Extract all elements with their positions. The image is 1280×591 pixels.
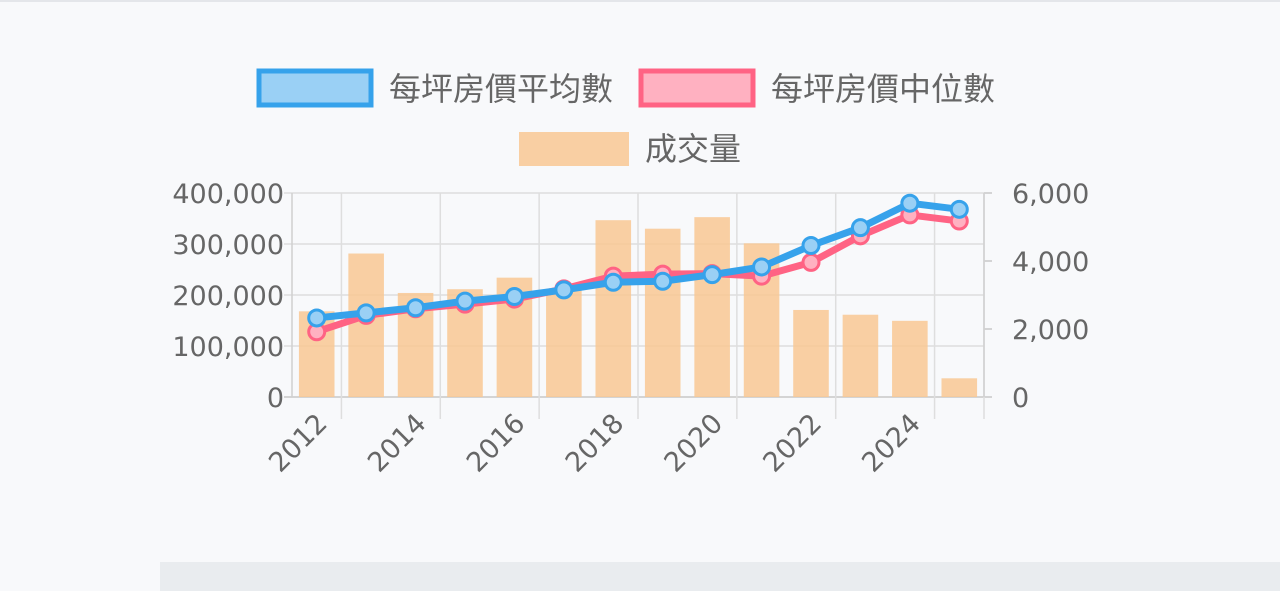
legend-swatch xyxy=(638,68,756,108)
top-divider xyxy=(0,0,1280,2)
y-left-tick-label: 300,000 xyxy=(172,230,284,261)
footer-bar xyxy=(160,562,1280,591)
series-point xyxy=(752,257,772,277)
legend-swatch xyxy=(256,68,374,108)
volume-bar xyxy=(595,220,632,397)
x-tick-label: 2014 xyxy=(362,408,433,479)
volume-bar xyxy=(842,314,879,397)
x-tick-label: 2020 xyxy=(659,408,730,479)
series-point xyxy=(801,252,821,272)
volume-bar xyxy=(892,320,928,397)
y-right-tick-label: 4,000 xyxy=(1012,247,1089,278)
legend-label: 成交量 xyxy=(645,130,741,168)
price-lines xyxy=(307,193,969,342)
series-point xyxy=(554,280,574,300)
series-point xyxy=(653,271,673,291)
x-tick-label: 2024 xyxy=(856,408,927,479)
series-point xyxy=(406,298,426,318)
series-point xyxy=(504,287,524,307)
volume-bar xyxy=(546,290,582,397)
x-tick-label: 2018 xyxy=(560,408,631,479)
x-tick-label: 2022 xyxy=(757,408,828,479)
volume-bar xyxy=(793,309,829,397)
y-right-tick-label: 0 xyxy=(1012,383,1029,414)
series-point xyxy=(900,193,920,213)
legend-label: 每坪房價平均數 xyxy=(389,70,613,108)
series-point xyxy=(356,303,376,323)
volume-bars xyxy=(298,217,978,397)
series-point xyxy=(603,272,623,292)
series-point xyxy=(307,308,327,328)
legend-swatch xyxy=(519,132,629,166)
y-left-tick-label: 0 xyxy=(267,383,284,414)
series-point xyxy=(702,265,722,285)
series-point xyxy=(949,199,969,219)
series-point xyxy=(850,218,870,238)
x-tick-label: 2012 xyxy=(263,408,334,479)
y-left-tick-label: 100,000 xyxy=(172,332,284,363)
series-point xyxy=(801,236,821,256)
volume-bar xyxy=(348,253,384,397)
y-left-tick-label: 400,000 xyxy=(172,179,284,210)
legend-label: 每坪房價中位數 xyxy=(771,70,995,108)
y-right-tick-label: 6,000 xyxy=(1012,179,1089,210)
x-tick-label: 2016 xyxy=(461,408,532,479)
y-left-tick-label: 200,000 xyxy=(172,281,284,312)
volume-bar xyxy=(644,228,681,397)
volume-bar xyxy=(941,378,978,397)
y-right-tick-label: 2,000 xyxy=(1012,315,1089,346)
series-point xyxy=(455,291,475,311)
volume-bar xyxy=(694,217,730,397)
